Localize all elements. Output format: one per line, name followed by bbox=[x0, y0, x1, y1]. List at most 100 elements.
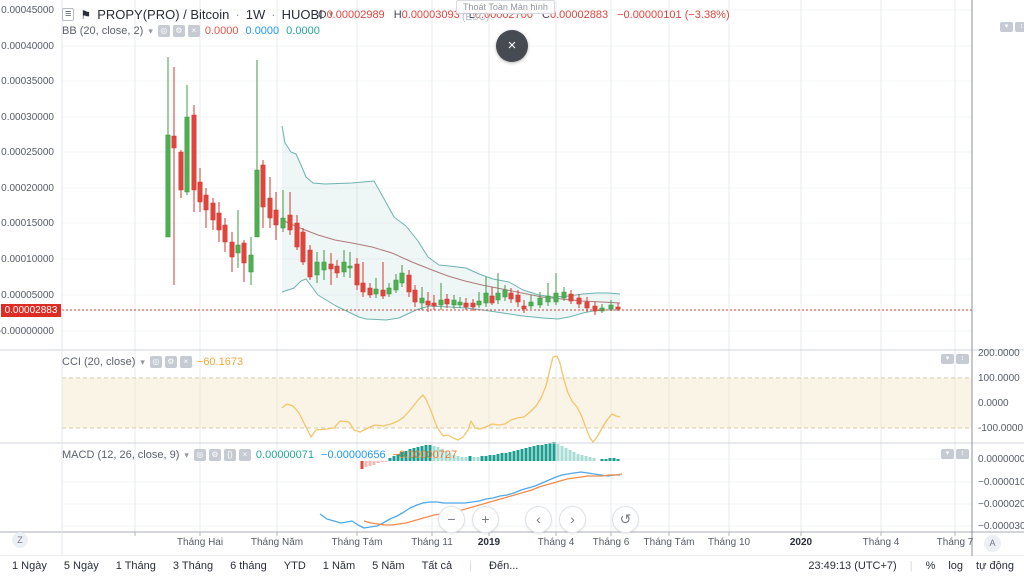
separator-dot: · bbox=[235, 7, 240, 22]
range-button-4[interactable]: 3 Tháng bbox=[172, 560, 214, 572]
cci-indicator-row: CCI (20, close) ▾ ◎ ⚙ × −60.1673 bbox=[62, 356, 243, 368]
chevron-down-icon[interactable]: ▾ bbox=[140, 356, 145, 367]
scale-tick: -100.0000 bbox=[978, 423, 1024, 434]
cci-pane-controls: ▾ ↕ bbox=[941, 354, 969, 364]
time-tick: Tháng Năm bbox=[250, 537, 304, 548]
range-button-1[interactable]: 1 Ngày bbox=[12, 560, 47, 572]
chart-canvas[interactable] bbox=[0, 0, 1024, 556]
range-button-3[interactable]: 1 Tháng bbox=[115, 560, 156, 572]
main-pane-controls: ▾ ↕ bbox=[1000, 22, 1024, 32]
zoom-out-button[interactable]: − bbox=[438, 506, 465, 533]
maximize-pane-icon[interactable]: ↕ bbox=[956, 449, 969, 459]
scale-tick: −0.00002000 bbox=[978, 499, 1024, 510]
auto-scale-toggle[interactable]: tự động bbox=[976, 560, 1014, 572]
scroll-right-button[interactable]: › bbox=[559, 506, 586, 533]
time-tick: 2020 bbox=[789, 537, 813, 548]
close-fullscreen-button[interactable]: × bbox=[496, 30, 528, 62]
maximize-pane-icon[interactable]: ↕ bbox=[956, 354, 969, 364]
time-tick: Tháng Tám bbox=[643, 537, 695, 548]
eye-icon[interactable]: ◎ bbox=[149, 356, 162, 368]
exchange-label[interactable]: HUOBI bbox=[281, 7, 323, 22]
gear-icon[interactable]: ⚙ bbox=[172, 25, 185, 37]
change-readout: −0.00000101 (−3.38%) bbox=[617, 9, 730, 21]
price-tick: 0.00040000 bbox=[1, 41, 54, 52]
macd-indicator-row: MACD (12, 26, close, 9) ▾ ◎ ⚙{} × 0.000000… bbox=[62, 449, 457, 461]
price-tick: -0.00000000 bbox=[0, 326, 54, 337]
esc-hint: (ESC) bbox=[462, 12, 490, 23]
range-button-5[interactable]: 6 tháng bbox=[230, 560, 267, 572]
chevron-down-icon[interactable]: ▾ bbox=[148, 25, 153, 36]
range-button-8[interactable]: 5 Năm bbox=[372, 560, 405, 572]
gear-icon[interactable]: ⚙ bbox=[208, 449, 221, 461]
time-tick: Tháng 4 bbox=[862, 537, 900, 548]
bb-value: 0.0000 bbox=[204, 25, 239, 37]
macd-pane-controls: ▾ ↕ bbox=[941, 449, 969, 459]
flag-icon[interactable]: ⚑ bbox=[80, 7, 92, 22]
last-price-badge: 0.00002883 bbox=[1, 304, 61, 317]
chart-menu-icon[interactable]: ≡ bbox=[62, 8, 75, 21]
time-tick: Tháng 6 bbox=[592, 537, 630, 548]
close-icon[interactable]: × bbox=[179, 356, 192, 368]
time-tick: Tháng Hai bbox=[176, 537, 224, 548]
scale-tick: 0.00000000 bbox=[978, 454, 1024, 465]
bb-indicator-row: BB (20, close, 2) ▾ ◎ ⚙ × 0.0000 0.0000 0.00… bbox=[62, 25, 320, 37]
time-tick: Tháng 7 bbox=[936, 537, 974, 548]
cci-value: −60.1673 bbox=[196, 356, 244, 368]
ohlc-value: C0.00002883 bbox=[542, 9, 609, 21]
symbol-header: ≡ ⚑ PROPY(PRO) / Bitcoin · 1W · HUOBI ▾ bbox=[62, 7, 333, 22]
macd-label[interactable]: MACD (12, 26, close, 9) bbox=[62, 449, 180, 461]
goto-date-button[interactable]: Đến... bbox=[489, 560, 519, 572]
percent-scale-button[interactable]: % bbox=[925, 560, 936, 572]
chevron-down-icon[interactable]: ▾ bbox=[1000, 22, 1013, 32]
ohlc-value: H0.00003093 bbox=[393, 9, 460, 21]
scale-tick: −0.00003000 bbox=[978, 521, 1024, 532]
price-tick: 0.00045000 bbox=[1, 5, 54, 16]
time-tick: Tháng Tám bbox=[331, 537, 383, 548]
chevron-down-icon[interactable]: ▾ bbox=[184, 449, 189, 460]
price-tick: 0.00005000 bbox=[1, 290, 54, 301]
scale-tick: 0.0000 bbox=[978, 398, 1009, 409]
gear-icon[interactable]: ⚙ bbox=[164, 356, 177, 368]
bb-value: 0.0000 bbox=[245, 25, 280, 37]
close-icon[interactable]: × bbox=[187, 25, 200, 37]
range-button-9[interactable]: Tất cả bbox=[421, 560, 453, 572]
reset-view-button[interactable]: ↺ bbox=[612, 506, 639, 533]
time-tick: Tháng 10 bbox=[707, 537, 751, 548]
price-tick: 0.00015000 bbox=[1, 218, 54, 229]
auto-scale-button[interactable]: A bbox=[984, 535, 1001, 552]
scale-tick: 200.0000 bbox=[978, 348, 1020, 359]
bb-value: 0.0000 bbox=[286, 25, 320, 37]
time-tick: Tháng 4 bbox=[537, 537, 575, 548]
price-axis[interactable]: 0.00045000 0.00040000 0.00035000 0.00030000… bbox=[0, 0, 62, 350]
price-tick: 0.00020000 bbox=[1, 183, 54, 194]
macd-value: 0.00000071 bbox=[255, 449, 315, 461]
maximize-pane-icon[interactable]: ↕ bbox=[1015, 22, 1024, 32]
range-button-2[interactable]: 5 Ngày bbox=[63, 560, 99, 572]
symbol-title[interactable]: PROPY(PRO) / Bitcoin bbox=[97, 7, 230, 22]
bb-label[interactable]: BB (20, close, 2) bbox=[62, 25, 144, 37]
eye-icon[interactable]: ◎ bbox=[157, 25, 170, 37]
scale-tick: −0.00001000 bbox=[978, 477, 1024, 488]
chevron-up-icon[interactable]: ▾ bbox=[941, 449, 954, 459]
log-scale-button[interactable]: log bbox=[948, 560, 964, 572]
z-shortcut-button[interactable]: Z bbox=[12, 532, 28, 548]
clock-readout[interactable]: 23:49:13 (UTC+7) bbox=[808, 560, 897, 572]
bottom-toolbar: 1 Ngày 5 Ngày 1 Tháng 3 Tháng 6 tháng YTD 1 Nă… bbox=[0, 556, 1024, 576]
close-icon[interactable]: × bbox=[238, 449, 251, 461]
cci-label[interactable]: CCI (20, close) bbox=[62, 356, 136, 368]
time-tick: 2019 bbox=[477, 537, 501, 548]
eye-icon[interactable]: ◎ bbox=[193, 449, 206, 461]
scale-tick: 100.0000 bbox=[978, 373, 1020, 384]
price-tick: 0.00010000 bbox=[1, 254, 54, 265]
chevron-down-icon[interactable]: ▾ bbox=[328, 9, 334, 19]
zoom-in-button[interactable]: + bbox=[472, 506, 499, 533]
interval-label[interactable]: 1W bbox=[245, 7, 266, 22]
range-button-6[interactable]: YTD bbox=[283, 560, 306, 572]
braces-icon[interactable]: {} bbox=[223, 449, 236, 461]
scroll-left-button[interactable]: ‹ bbox=[525, 506, 552, 533]
macd-value: −0.00000656 bbox=[321, 449, 386, 461]
chevron-down-icon[interactable]: ▾ bbox=[941, 354, 954, 364]
price-tick: 0.00035000 bbox=[1, 76, 54, 87]
range-button-7[interactable]: 1 Năm bbox=[322, 560, 356, 572]
time-tick: Tháng 11 bbox=[411, 537, 453, 548]
